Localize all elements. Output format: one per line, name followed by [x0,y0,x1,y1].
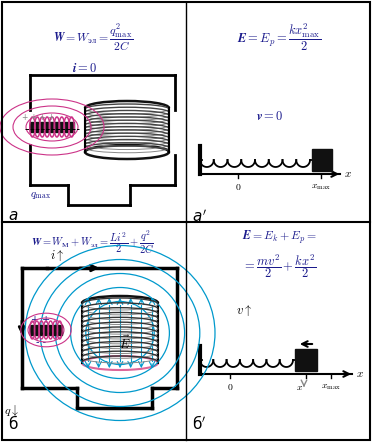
Text: $0$: $0$ [235,182,241,192]
Text: $\boldsymbol{v=0}$: $\boldsymbol{v=0}$ [256,110,284,123]
Text: $\boldsymbol{i=0}$: $\boldsymbol{i=0}$ [72,62,98,75]
Text: $\boldsymbol{E=E_p=\dfrac{kx_{\max}^2}{2}}$: $\boldsymbol{E=E_p=\dfrac{kx_{\max}^2}{2… [237,22,321,53]
Text: $\boldsymbol{E=E_k+E_p=}$: $\boldsymbol{E=E_k+E_p=}$ [242,228,316,246]
Text: $a'$: $a'$ [192,208,207,225]
Bar [312,149,332,171]
Text: $q\downarrow$: $q\downarrow$ [4,403,19,418]
Text: $\vec{E}$: $\vec{E}$ [119,335,131,351]
Bar [30,122,74,132]
Text: $\boldsymbol{W=W_{\text{М}}+W_{\text{эл}}=\dfrac{Li^2}{2}+\dfrac{q^2}{2C}}$: $\boldsymbol{W=W_{\text{М}}+W_{\text{эл}… [31,228,155,256]
Bar [30,325,62,335]
Text: + +: + + [32,315,51,325]
Text: $x$: $x$ [296,382,304,392]
Text: + + + +: + + + + [22,113,54,122]
Text: $\boldsymbol{=\dfrac{mv^2}{2}+\dfrac{kx^2}{2}}$: $\boldsymbol{=\dfrac{mv^2}{2}+\dfrac{kx^… [242,252,316,280]
Text: $v\uparrow$: $v\uparrow$ [236,302,252,317]
Text: $q_{\max}$: $q_{\max}$ [30,190,51,201]
Text: $\boldsymbol{W=W_{\text{эл}}=\dfrac{q_{\max}^2}{2C}}$: $\boldsymbol{W=W_{\text{эл}}=\dfrac{q_{\… [53,22,133,53]
Text: $\text{б}$: $\text{б}$ [8,414,19,432]
Text: $x_{\max}$: $x_{\max}$ [311,182,331,192]
Text: $x$: $x$ [356,369,364,379]
Text: $x_{\max}$: $x_{\max}$ [321,382,341,392]
Bar [295,349,317,371]
Text: $a$: $a$ [8,208,18,223]
Text: - -: - - [36,337,46,347]
Text: $\text{б}'$: $\text{б}'$ [192,414,206,432]
Text: $x$: $x$ [344,169,352,179]
Text: $i\uparrow$: $i\uparrow$ [50,248,64,263]
Text: $0$: $0$ [227,382,233,392]
